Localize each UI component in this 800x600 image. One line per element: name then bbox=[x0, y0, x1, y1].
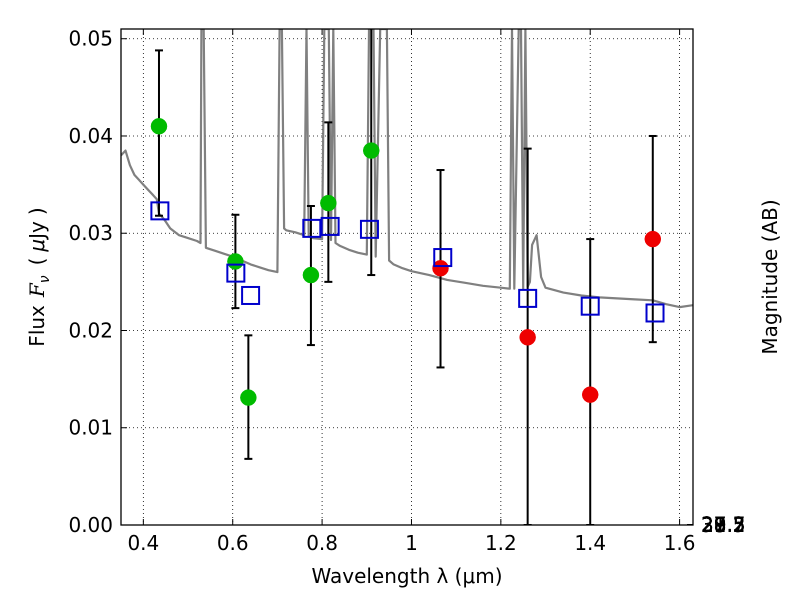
plot-frame bbox=[120, 28, 694, 526]
data-point bbox=[519, 329, 536, 346]
model-point bbox=[302, 218, 322, 238]
axis-ticks: 0.4 0.6 0.8 1 1.2 1.4 1.6 0.00 0.01 0.02 0.03 0.04 0… bbox=[68, 27, 745, 555]
x-tick-label: 1.4 bbox=[574, 531, 606, 555]
data-point bbox=[581, 386, 599, 403]
y-tick-label: 0.05 bbox=[68, 27, 113, 51]
x-tick-label: 0.8 bbox=[306, 531, 338, 555]
x-tick-label: 1.2 bbox=[485, 531, 517, 555]
data-markers bbox=[150, 118, 665, 406]
y-tick-label: 0.03 bbox=[68, 221, 113, 245]
data-point bbox=[432, 259, 449, 277]
y-axis-label: FluxFν(μJy) bbox=[25, 207, 53, 346]
x-tick-label: 0.6 bbox=[217, 531, 249, 555]
y-axis-right-label: Magnitude (AB) bbox=[758, 199, 782, 354]
y-tick-label: 0.00 bbox=[68, 513, 113, 537]
data-point bbox=[240, 389, 257, 406]
x-tick-label: 1.6 bbox=[664, 531, 696, 555]
magnitude-tick-label: 30 bbox=[701, 513, 726, 537]
magnitude-tick-label: 27.5 bbox=[701, 513, 746, 537]
data-point bbox=[320, 194, 337, 212]
data-point bbox=[150, 118, 168, 135]
data-point bbox=[227, 253, 244, 270]
model-point bbox=[226, 263, 246, 283]
model-point bbox=[433, 248, 453, 268]
magnitude-tick-label: 28 bbox=[701, 513, 726, 537]
data-point bbox=[302, 266, 320, 284]
data-point bbox=[363, 142, 380, 159]
x-tick-label: 1 bbox=[405, 531, 418, 555]
magnitude-tick-label: 28.5 bbox=[701, 513, 746, 537]
x-axis-label: Wavelength λ (μm) bbox=[311, 564, 502, 588]
magnitude-tick-label: 28.2 bbox=[701, 513, 746, 537]
data-point bbox=[644, 230, 662, 248]
model-point bbox=[580, 296, 600, 316]
y-tick-label: 0.02 bbox=[68, 318, 113, 342]
magnitude-tick-label: 29 bbox=[701, 513, 726, 537]
model-point bbox=[518, 288, 538, 308]
magnitude-tick-label: 31 bbox=[701, 513, 726, 537]
model-point bbox=[320, 216, 340, 236]
y-tick-label: 0.04 bbox=[68, 124, 113, 148]
model-point bbox=[150, 201, 170, 221]
magnitude-tick-label: 27.2 bbox=[701, 513, 746, 537]
model-point bbox=[359, 219, 379, 239]
magnitude-tick-label: 27.3 bbox=[701, 513, 746, 537]
model-point bbox=[645, 303, 665, 323]
magnitude-tick-label: 29.5 bbox=[701, 513, 746, 537]
x-tick-label: 0.4 bbox=[127, 531, 159, 555]
magnitude-tick-label: 27.7 bbox=[701, 513, 746, 537]
model-point bbox=[241, 285, 261, 305]
y-tick-label: 0.01 bbox=[68, 416, 113, 440]
